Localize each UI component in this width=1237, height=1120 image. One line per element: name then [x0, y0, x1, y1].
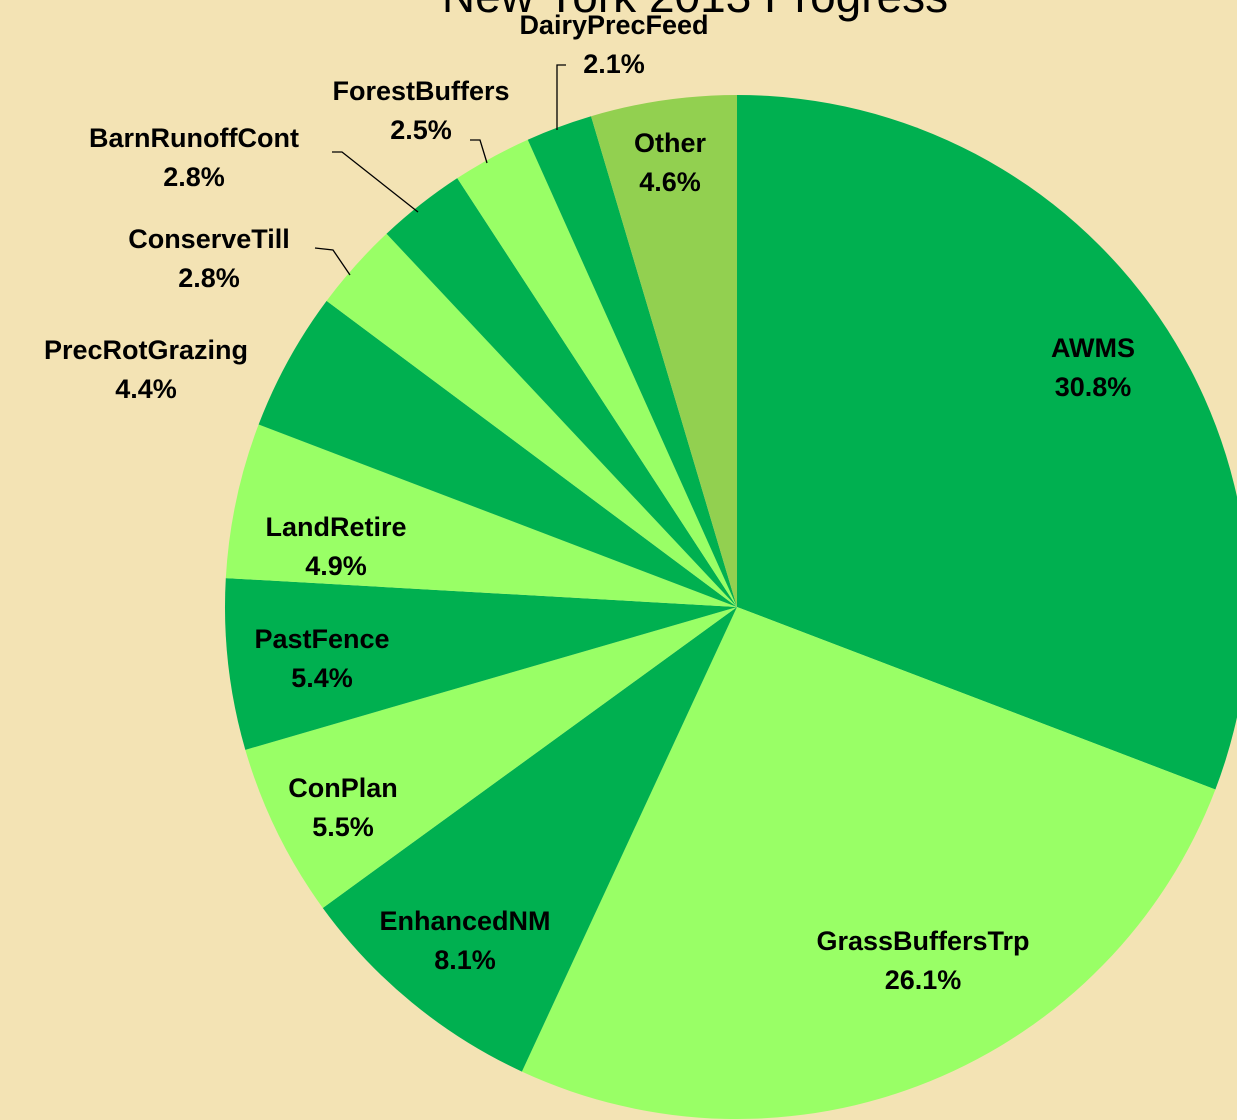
slice-label: ConPlan	[288, 773, 398, 803]
pie-slice	[322, 607, 737, 1072]
pie-slice	[258, 300, 737, 607]
slice-label: PastFence	[254, 624, 389, 654]
pie-slice	[521, 607, 1216, 1120]
slice-value: 2.8%	[163, 162, 225, 192]
slice-label: DairyPrecFeed	[519, 10, 708, 40]
pie-slice	[225, 578, 737, 750]
chart-title: New York 2013 Progress	[442, 0, 948, 22]
pie-slice	[386, 178, 737, 607]
slice-value: 4.9%	[305, 551, 367, 581]
slice-value: 5.4%	[291, 663, 353, 693]
leader-line	[332, 151, 419, 213]
slice-value: 8.1%	[434, 945, 496, 975]
pie-slice	[245, 607, 737, 908]
slice-value: 2.1%	[583, 49, 645, 79]
pie-slice	[457, 139, 737, 607]
slice-label: ConserveTill	[128, 224, 290, 254]
leader-line	[470, 139, 488, 164]
slice-value: 5.5%	[312, 812, 374, 842]
slice-label: LandRetire	[265, 512, 406, 542]
pie-slice	[225, 424, 737, 607]
leader-line	[556, 64, 566, 130]
slice-value: 26.1%	[885, 965, 962, 995]
slice-label: GrassBuffersTrp	[816, 926, 1029, 956]
pie-slice	[326, 233, 737, 607]
slice-value: 4.4%	[115, 374, 177, 404]
slice-label: AWMS	[1051, 333, 1135, 363]
pie-slice	[591, 95, 737, 607]
slice-label: PrecRotGrazing	[44, 335, 248, 365]
slice-label: ForestBuffers	[332, 76, 509, 106]
slice-label: EnhancedNM	[379, 906, 550, 936]
slice-value: 4.6%	[639, 167, 701, 197]
slice-label: BarnRunoffCont	[89, 123, 299, 153]
slice-value: 30.8%	[1055, 372, 1132, 402]
pie-slice	[737, 95, 1237, 790]
pie-slice	[527, 116, 737, 607]
slice-value: 2.8%	[178, 263, 240, 293]
slice-label: Other	[634, 128, 707, 158]
slice-value: 2.5%	[390, 115, 452, 145]
leader-line	[314, 247, 351, 276]
